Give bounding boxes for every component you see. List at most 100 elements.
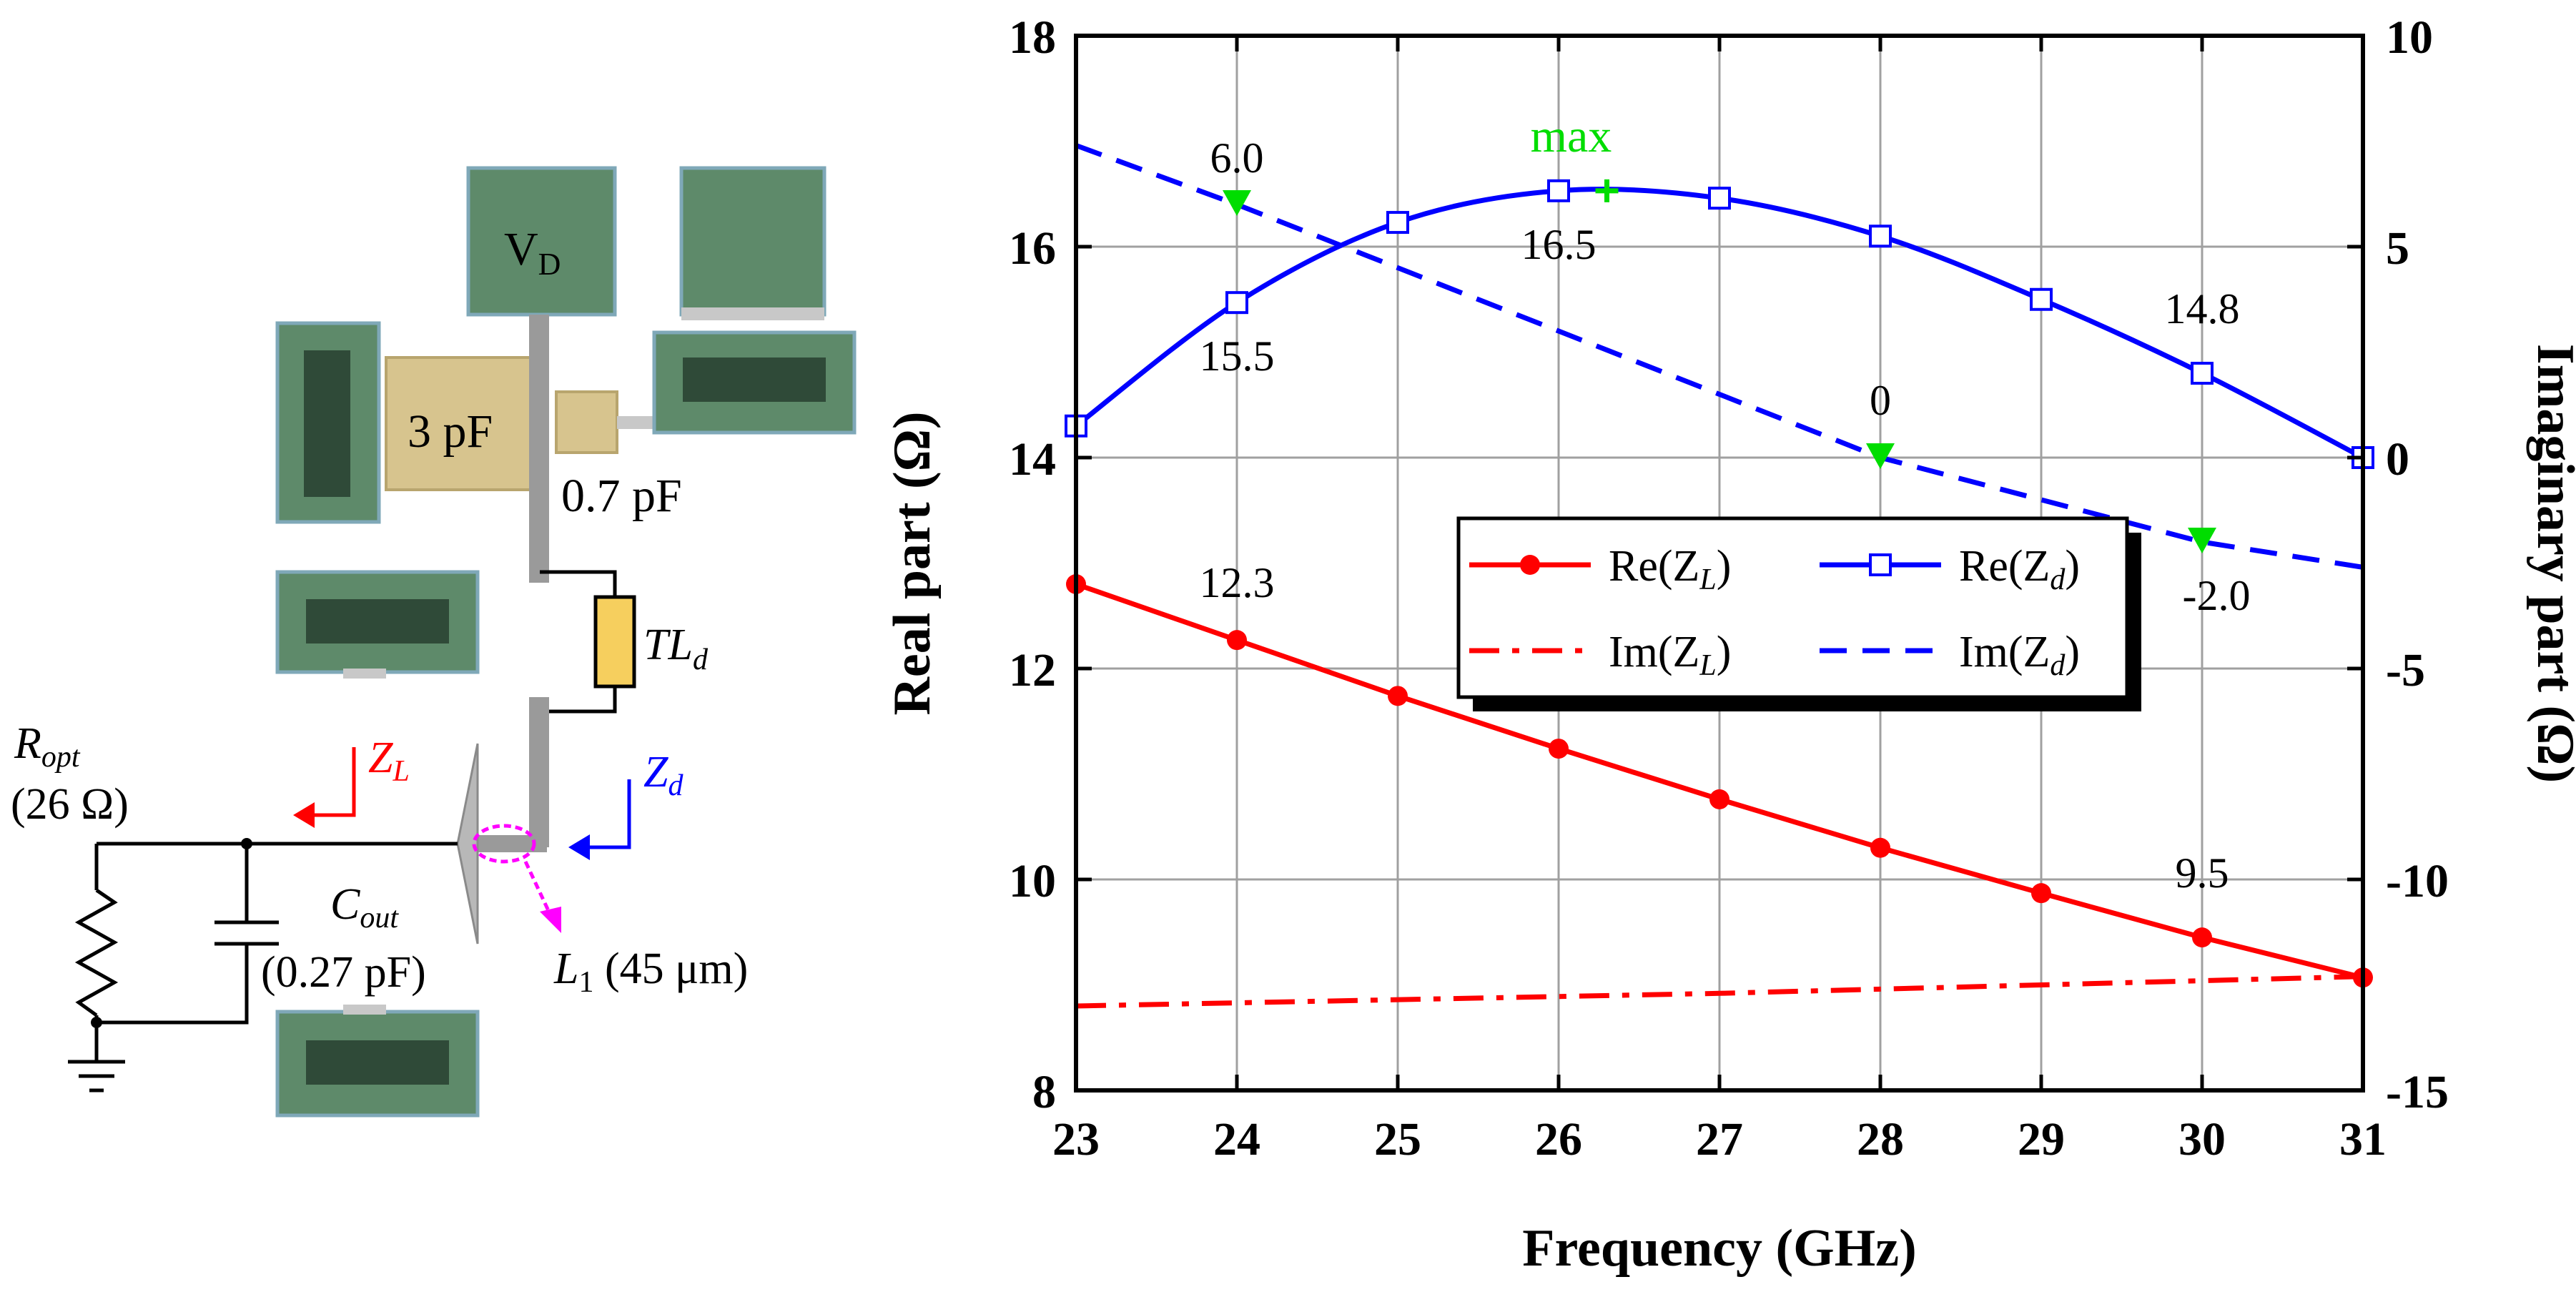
y-tick-label: 8 [1032,1066,1056,1118]
annotations: 6.0 0 -2.0 max 12.3 15.5 16.5 14.8 9.5 [1200,110,2251,897]
x-axis-label: Frequency (GHz) [1522,1219,1916,1278]
ticks: 23 24 25 26 27 28 29 30 31 8 10 12 14 16 18 -15 -10 -5 0 5 1… [1009,11,2449,1165]
marker-label: 0 [1870,377,1891,424]
zd-label: Zd [643,748,684,802]
impedance-chart: 23 24 25 26 27 28 29 30 31 8 10 12 14 16 18 -15 -10 -5 0 5 1… [883,11,2576,1278]
ropt-value: (26 Ω) [11,780,129,829]
series-line-2 [1075,974,2364,1009]
pad-middle-left-inner [306,599,449,643]
y-tick-label: 14 [1009,433,1056,485]
l1-highlight [472,824,536,864]
vd-label: VD [504,223,561,282]
vd-pad [466,166,617,317]
value-annotation: 15.5 [1200,332,1275,380]
x-tick-label: 29 [2018,1113,2065,1165]
feed-triangle [456,743,479,945]
legend-box [1456,516,2129,699]
zd-arrow [583,779,631,849]
cap-07pf-label: 0.7 pF [561,470,682,522]
cap-07pf-strip [617,416,654,429]
zl-label: ZL [368,734,410,788]
legend-label: Im(ZL) [1609,628,1731,682]
lower-line [529,697,549,847]
data-point-circle [2192,927,2212,948]
series-layer [1065,143,2374,1009]
marker-triangle [1866,443,1895,469]
data-point-circle [1227,630,1247,651]
y2-tick-label: -10 [2386,855,2449,907]
ropt-label: Ropt [14,719,81,774]
pad-middle-left-strip [343,669,386,679]
y-axis-label: Real part (Ω) [883,411,942,715]
marker-label: -2.0 [2183,572,2251,619]
data-point-square [1386,211,1409,235]
legend-label: Re(Zd) [1959,542,2080,596]
zl-arrow-head [293,802,315,828]
x-tick-label: 31 [2339,1113,2387,1165]
zl-arrow [307,747,356,817]
pad-top-right-strip [681,307,824,320]
cout-value: (0.27 pF) [261,948,426,997]
data-point-circle [1388,686,1408,706]
legend-label: Re(ZL) [1609,542,1731,596]
data-point-square [1225,291,1248,315]
legend-label: Im(Zd) [1959,628,2080,682]
tld-label: TLd [643,621,709,676]
cout-wire-bottom [97,944,249,1025]
x-tick-label: 24 [1213,1113,1260,1165]
y-tick-label: 18 [1009,11,1056,64]
data-point-circle [1549,739,1569,759]
ropt-resistor [74,888,119,1017]
legend: Re(ZL) Re(Zd) Im(ZL) Im(Zd) [1456,516,2141,711]
x-tick-label: 30 [2178,1113,2226,1165]
y2-axis-label: Imaginary part (Ω) [2526,344,2576,783]
series-line-3 [1075,143,2364,570]
zd-arrow-head [568,834,590,860]
y-tick-label: 10 [1009,855,1056,907]
l1-arrow-line [523,860,553,917]
tld-element [593,595,636,689]
data-point-square [2191,362,2214,385]
value-annotation: 14.8 [2165,285,2240,332]
vertical-line [529,315,549,583]
data-point-circle [2031,883,2051,904]
cap-07pf [555,390,618,454]
x-tick-label: 26 [1535,1113,1582,1165]
pad-left-inner [304,350,350,497]
x-tick-label: 27 [1696,1113,1743,1165]
l1-label: L1 (45 μm) [553,945,748,999]
l1-arrow-head [540,907,561,933]
data-point-circle [1709,789,1729,809]
y2-tick-label: -15 [2386,1066,2449,1118]
pad-bottom-inner [306,1040,449,1085]
pad-bottom-strip [343,1005,386,1015]
data-point-square [1869,225,1892,248]
x-tick-label: 25 [1374,1113,1421,1165]
data-point-circle [1870,837,1890,858]
y2-tick-label: 0 [2386,433,2409,485]
data-point-square [1708,187,1731,210]
y2-tick-label: 5 [2386,222,2409,275]
marker-label-max: max [1531,110,1612,162]
data-point-square [1547,179,1570,202]
marker-triangle [2188,528,2216,553]
x-tick-label: 28 [1857,1113,1904,1165]
pad-top-right [679,166,826,317]
cout-label: Cout [330,880,399,934]
marker-label: 6.0 [1210,134,1264,182]
pad-right-inner [683,357,826,402]
y-tick-label: 12 [1009,644,1056,696]
y2-tick-label: -5 [2386,644,2425,696]
legend-marker-circle [1520,555,1540,575]
data-point-square [2030,287,2053,311]
marker-triangle [1223,190,1251,216]
value-annotation: 16.5 [1521,221,1597,268]
value-annotation: 9.5 [2176,849,2229,897]
value-annotation: 12.3 [1200,559,1275,606]
x-tick-label: 23 [1052,1113,1100,1165]
cap-3pf-label: 3 pF [408,405,493,458]
y-tick-label: 16 [1009,222,1056,275]
schematic-diagram: VD 3 pF 0.7 pF TLd L1 (45 μm) [11,166,857,1118]
y2-tick-label: 10 [2386,11,2433,64]
